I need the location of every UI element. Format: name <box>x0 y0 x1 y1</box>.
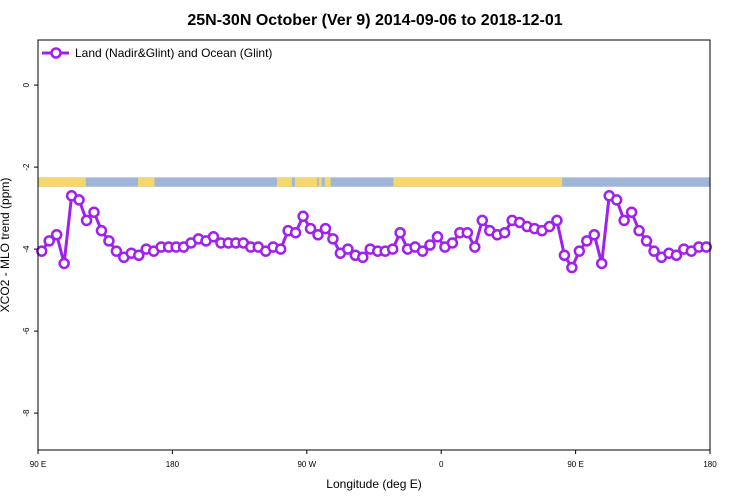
y-tick-label: -8 <box>22 409 31 417</box>
y-tick-label: -6 <box>22 327 31 335</box>
data-point <box>431 231 444 243</box>
data-point <box>304 222 317 235</box>
legend-marker <box>50 47 62 59</box>
data-point <box>551 214 563 227</box>
chart-title: 25N-30N October (Ver 9) 2014-09-06 to 20… <box>187 12 562 29</box>
legend: Land (Nadir&Glint) and Ocean (Glint) <box>42 46 272 60</box>
data-point <box>648 245 660 257</box>
y-tick-label: -4 <box>22 245 31 253</box>
y-axis-label: XCO2 - MLO trend (ppm) <box>0 178 12 313</box>
data-point <box>461 226 474 239</box>
data-point <box>35 245 48 257</box>
data-point <box>446 237 459 249</box>
plot-frame <box>37 39 711 451</box>
land-segment <box>38 177 86 187</box>
data-point <box>357 251 369 264</box>
data-point <box>558 249 571 261</box>
data-point <box>476 214 489 227</box>
data-point <box>43 235 55 247</box>
ocean-band <box>38 177 710 187</box>
data-point <box>274 243 287 255</box>
data-point <box>342 243 354 255</box>
data-point <box>289 226 302 239</box>
data-point <box>581 235 593 247</box>
data-point <box>633 224 645 237</box>
data-point <box>88 206 100 218</box>
data-point <box>50 229 63 241</box>
data-point <box>73 194 85 206</box>
y-tick-label: 0 <box>22 82 31 87</box>
data-point <box>416 245 429 257</box>
data-point <box>327 233 339 245</box>
data-point <box>394 226 406 239</box>
data-point <box>133 249 145 261</box>
data-point <box>566 261 578 274</box>
data-point <box>95 224 108 237</box>
data-point <box>543 220 556 233</box>
land-segment <box>276 177 292 187</box>
x-tick-label: 180 <box>166 460 180 469</box>
land-ocean-band <box>38 177 710 187</box>
y-tick-label: -2 <box>22 163 31 171</box>
data-point <box>80 214 93 227</box>
data-point <box>700 241 713 253</box>
data-point <box>207 231 220 243</box>
data-point <box>618 214 630 227</box>
x-tick-label: 0 <box>439 460 444 469</box>
data-point <box>588 229 601 241</box>
x-tick-label: 90 E <box>30 460 46 469</box>
data-point <box>58 257 70 270</box>
land-segment <box>324 177 331 187</box>
legend-label: Land (Nadir&Glint) and Ocean (Glint) <box>75 46 272 60</box>
data-point <box>312 229 324 241</box>
data-point <box>640 235 653 247</box>
land-segment <box>294 177 318 187</box>
x-tick-label: 90 E <box>567 460 583 469</box>
data-point <box>424 239 436 251</box>
data-point <box>110 245 123 257</box>
x-tick-label: 90 W <box>297 460 316 469</box>
data-point <box>498 226 511 239</box>
data-point <box>297 210 309 223</box>
data-point <box>670 249 683 261</box>
land-segment <box>138 177 155 187</box>
x-axis-label: Longitude (deg E) <box>326 477 421 491</box>
axes: 90 E 180 90 W 0 90 E 180 0 -2 -4 -6 -8 <box>22 82 717 469</box>
x-tick-label: 180 <box>703 460 717 469</box>
data-point <box>469 241 481 253</box>
data-point <box>610 194 623 206</box>
data-point <box>103 235 115 247</box>
data-point <box>573 245 586 257</box>
data-point <box>595 257 608 270</box>
land-segment <box>393 177 563 187</box>
data-point <box>319 222 332 235</box>
land-segment <box>318 177 322 187</box>
data-point <box>625 206 638 218</box>
series-layer <box>35 190 713 274</box>
data-point <box>386 243 399 255</box>
